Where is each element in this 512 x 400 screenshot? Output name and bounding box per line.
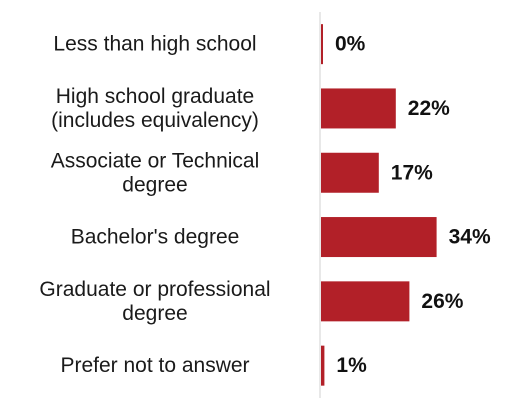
category-label-0: Less than high school [53, 33, 256, 56]
category-label-3: Bachelor's degree [71, 226, 240, 249]
category-label-1-line-1: (includes equivalency) [51, 109, 259, 132]
category-label-3-line-0: Bachelor's degree [71, 226, 240, 249]
bar-5 [321, 345, 325, 386]
value-label-2: 17% [391, 161, 433, 184]
bar-2 [321, 152, 379, 193]
value-label-5: 1% [336, 354, 367, 377]
bar-3 [321, 217, 437, 258]
bar-0 [321, 24, 323, 65]
category-labels-group: Less than high school High school graduat… [39, 33, 270, 377]
category-label-2-line-1: degree [122, 173, 187, 196]
bars-group [321, 24, 437, 386]
value-label-0: 0% [335, 33, 366, 56]
category-label-4: Graduate or professional degree [39, 278, 270, 325]
bar-1 [321, 88, 396, 129]
category-label-5-line-0: Prefer not to answer [60, 354, 249, 377]
category-label-1-line-0: High school graduate [56, 85, 254, 108]
category-label-0-line-0: Less than high school [53, 33, 256, 56]
category-label-1: High school graduate (includes equivalenc… [51, 85, 259, 132]
category-label-2: Associate or Technical degree [51, 149, 260, 196]
category-label-5: Prefer not to answer [60, 354, 249, 377]
bar-4 [321, 281, 410, 322]
category-label-4-line-0: Graduate or professional [39, 278, 270, 301]
value-label-1: 22% [408, 97, 450, 120]
category-label-2-line-0: Associate or Technical [51, 149, 260, 172]
value-label-4: 26% [421, 290, 463, 313]
value-labels-group: 0% 22% 17% 34% 26% 1% [335, 33, 491, 377]
category-label-4-line-1: degree [122, 302, 187, 325]
value-label-3: 34% [449, 226, 491, 249]
